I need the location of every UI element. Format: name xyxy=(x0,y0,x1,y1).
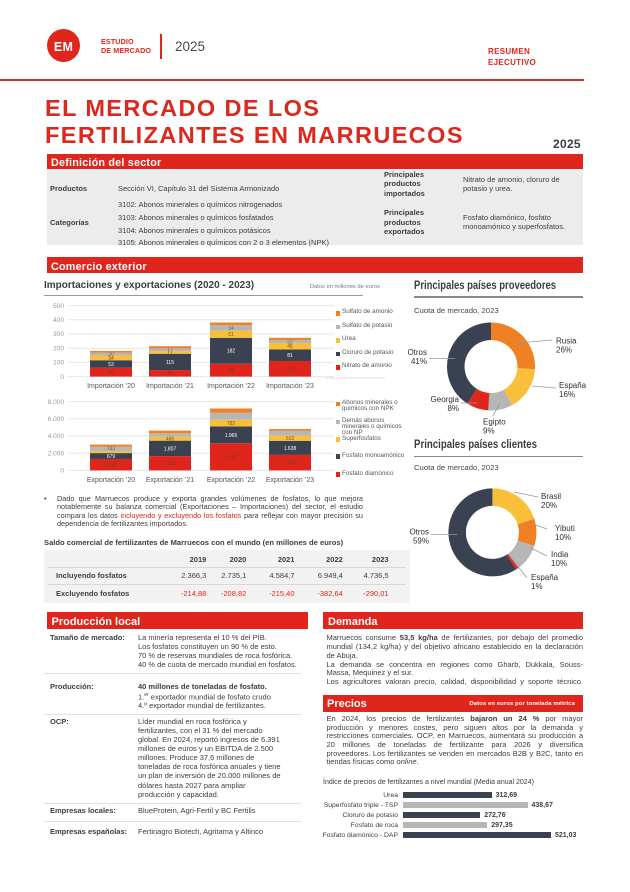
svg-text:Exportación ’23: Exportación ’23 xyxy=(266,477,314,484)
svg-text:8%: 8% xyxy=(447,404,459,413)
svg-text:Exportación ’22: Exportación ’22 xyxy=(207,477,255,484)
svg-text:17: 17 xyxy=(167,348,173,354)
svg-text:1.650: 1.650 xyxy=(164,461,177,467)
svg-text:34: 34 xyxy=(228,326,234,332)
svg-text:679: 679 xyxy=(107,454,116,460)
svg-text:Otros: Otros xyxy=(407,348,427,357)
svg-text:3.150: 3.150 xyxy=(225,455,238,461)
svg-text:466: 466 xyxy=(166,437,175,443)
svg-text:612: 612 xyxy=(286,436,295,442)
svg-text:6.000: 6.000 xyxy=(48,416,65,423)
svg-text:1.800: 1.800 xyxy=(284,461,297,467)
svg-text:34: 34 xyxy=(108,356,114,362)
svg-text:500: 500 xyxy=(53,303,64,310)
svg-text:16%: 16% xyxy=(559,390,575,399)
svg-text:España: España xyxy=(559,381,587,390)
svg-text:41%: 41% xyxy=(411,357,427,366)
svg-text:Exportación ’21: Exportación ’21 xyxy=(146,477,194,484)
svg-text:300: 300 xyxy=(53,331,64,338)
svg-text:51: 51 xyxy=(228,332,234,338)
svg-text:Yibuti: Yibuti xyxy=(555,524,575,533)
svg-text:10%: 10% xyxy=(551,559,567,568)
svg-text:91: 91 xyxy=(228,368,234,374)
svg-text:53: 53 xyxy=(108,362,114,368)
svg-text:4.000: 4.000 xyxy=(48,433,65,440)
svg-text:Rusia: Rusia xyxy=(556,337,577,346)
svg-text:81: 81 xyxy=(287,353,293,359)
svg-text:0: 0 xyxy=(60,468,64,475)
svg-text:Georgia: Georgia xyxy=(431,395,460,404)
svg-text:Importación ’22: Importación ’22 xyxy=(207,383,255,390)
svg-text:45: 45 xyxy=(287,344,293,350)
svg-text:2.000: 2.000 xyxy=(48,450,65,457)
svg-text:1.330: 1.330 xyxy=(105,463,118,469)
svg-text:182: 182 xyxy=(227,349,236,355)
svg-text:200: 200 xyxy=(53,345,64,352)
svg-text:Importación ’21: Importación ’21 xyxy=(146,383,194,390)
svg-text:8.000: 8.000 xyxy=(48,399,65,406)
svg-text:46: 46 xyxy=(167,371,173,377)
svg-text:Otros: Otros xyxy=(409,528,429,537)
svg-text:India: India xyxy=(551,550,569,559)
svg-text:62: 62 xyxy=(108,370,114,376)
svg-text:782: 782 xyxy=(227,421,236,427)
svg-text:20%: 20% xyxy=(541,501,557,510)
svg-text:Importación ’20: Importación ’20 xyxy=(87,383,135,390)
svg-text:1.638: 1.638 xyxy=(284,446,297,452)
svg-text:1.965: 1.965 xyxy=(225,433,238,439)
svg-text:22: 22 xyxy=(287,339,293,345)
svg-text:Importación ’23: Importación ’23 xyxy=(266,383,314,390)
svg-text:1.807: 1.807 xyxy=(164,446,177,452)
svg-text:España: España xyxy=(531,573,559,582)
svg-text:9%: 9% xyxy=(483,427,495,436)
svg-text:Brasil: Brasil xyxy=(541,492,561,501)
svg-text:Exportación ’20: Exportación ’20 xyxy=(87,477,135,484)
svg-text:110: 110 xyxy=(286,367,294,373)
svg-text:20: 20 xyxy=(108,352,114,358)
svg-text:0: 0 xyxy=(60,374,64,381)
svg-text:17: 17 xyxy=(167,350,173,356)
svg-text:26%: 26% xyxy=(556,346,572,355)
svg-text:1%: 1% xyxy=(531,582,543,591)
svg-text:100: 100 xyxy=(53,360,64,367)
svg-text:10%: 10% xyxy=(555,533,571,542)
svg-text:Egipto: Egipto xyxy=(483,418,506,427)
svg-text:115: 115 xyxy=(166,360,174,366)
svg-text:59%: 59% xyxy=(413,537,429,546)
svg-text:743: 743 xyxy=(107,447,116,453)
svg-text:400: 400 xyxy=(53,317,64,324)
